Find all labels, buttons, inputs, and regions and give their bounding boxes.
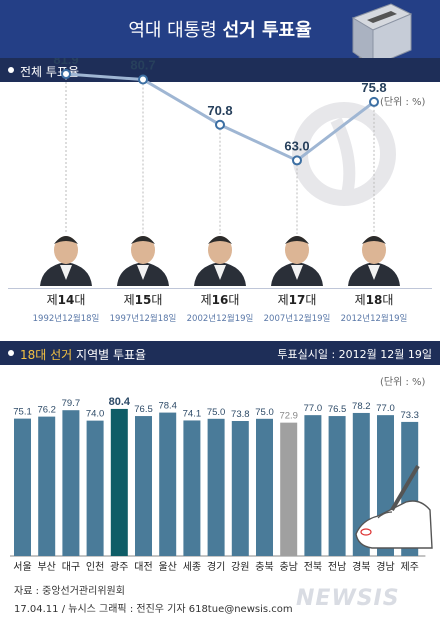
candidate-portrait-icon	[117, 236, 169, 286]
bar-value-label: 77.0	[304, 403, 323, 414]
region-label: 대전	[134, 561, 152, 573]
bar	[86, 420, 104, 556]
data-point	[215, 119, 225, 130]
newsis-logo: NEWSIS	[296, 586, 400, 611]
bar-value-label: 80.4	[109, 396, 131, 408]
bar	[62, 410, 80, 556]
region-label: 광주	[110, 561, 128, 573]
region-label: 경북	[352, 560, 370, 573]
bar	[352, 412, 370, 556]
election-date: 2002년12월19일	[187, 313, 254, 324]
bullet-icon	[8, 67, 14, 73]
bar-value-label: 78.4	[158, 401, 177, 412]
candidate-portrait-icon	[271, 236, 323, 286]
bar	[14, 418, 31, 556]
credit-text: 17.04.11 / 뉴시스 그래픽 : 전진우 기자 618tue@newsi…	[14, 604, 293, 615]
page-title: 역대 대통령 선거 투표율	[0, 16, 440, 42]
bar	[135, 416, 152, 556]
region-label: 제주	[400, 561, 418, 573]
bar	[110, 408, 128, 556]
region-label: 전남	[328, 561, 346, 573]
bar-value-label: 73.8	[231, 409, 250, 420]
data-label: 75.8	[361, 80, 386, 95]
bar-value-label: 75.1	[13, 407, 32, 418]
bar	[280, 422, 298, 556]
title-bold: 선거 투표율	[222, 20, 312, 41]
region-label: 경남	[376, 560, 394, 573]
region-label: 대구	[62, 561, 80, 573]
category-label: 제14대	[47, 293, 86, 307]
bar	[231, 421, 249, 556]
bar-value-label: 74.0	[86, 409, 105, 420]
data-point	[292, 155, 302, 166]
unit-label-national: (단위 : %)	[380, 97, 426, 108]
bar-value-label: 72.9	[279, 411, 298, 422]
section-label-rest: 지역별 투표율	[76, 348, 147, 362]
region-label: 충북	[255, 561, 273, 573]
bar-value-label: 75.0	[207, 407, 226, 418]
bar	[38, 416, 56, 556]
election-date: 2012년12월19일	[341, 313, 408, 324]
region-label: 충남	[279, 561, 297, 573]
bar-value-label: 76.2	[37, 405, 56, 416]
category-label: 제18대	[355, 293, 394, 307]
region-label: 부산	[37, 561, 55, 573]
bar	[183, 420, 201, 556]
region-label: 인천	[86, 561, 104, 573]
region-label: 경기	[207, 560, 225, 573]
category-label: 제15대	[124, 293, 163, 307]
region-label: 세종	[183, 561, 201, 573]
election-date: 1992년12월18일	[33, 313, 100, 324]
region-label: 서울	[13, 561, 31, 573]
election-date: 2007년12월19일	[264, 313, 331, 324]
bullet-icon	[8, 350, 14, 356]
bar	[256, 418, 273, 556]
region-label: 전북	[304, 561, 322, 573]
bar-value-label: 76.5	[134, 404, 153, 415]
bar	[207, 418, 225, 556]
footer: 자료 : 중앙선거관리위원회 17.04.11 / 뉴시스 그래픽 : 전진우 …	[14, 582, 434, 615]
region-label: 울산	[158, 561, 176, 573]
section-bar-national: 전체 투표율	[0, 58, 440, 82]
data-point	[138, 74, 148, 85]
title-main: 역대 대통령	[128, 20, 217, 41]
bar	[159, 412, 177, 556]
category-label: 제16대	[201, 293, 240, 307]
data-point	[369, 96, 379, 107]
bar-value-label: 73.3	[400, 410, 419, 421]
unit-label-regional: (단위 : %)	[380, 377, 426, 388]
bar-value-label: 77.0	[376, 403, 395, 414]
bar-value-label: 75.0	[255, 407, 274, 418]
data-label: 81.9	[53, 58, 78, 67]
divider-line	[8, 288, 432, 289]
hand-pen-icon	[355, 464, 433, 549]
bar	[328, 416, 346, 556]
candidate-portrait-icon	[348, 236, 400, 286]
bar	[304, 415, 322, 556]
section-label-regional: 18대 선거 지역별 투표율	[20, 346, 146, 363]
bar-value-label: 79.7	[62, 398, 81, 409]
bar-value-label: 78.2	[352, 401, 371, 412]
data-label: 70.8	[207, 103, 232, 118]
candidate-portrait-icon	[194, 236, 246, 286]
election-date: 1997년12월18일	[110, 313, 177, 324]
data-point	[61, 69, 71, 80]
section-bar-regional: 18대 선거 지역별 투표율 투표실시일 : 2012월 12월 19일	[0, 341, 440, 365]
election-date-label: 투표실시일 : 2012월 12월 19일	[277, 348, 432, 361]
source-text: 자료 : 중앙선거관리위원회	[14, 586, 125, 597]
data-label: 80.7	[130, 58, 155, 73]
bar-value-label: 74.1	[183, 408, 202, 419]
bar-value-label: 76.5	[328, 404, 347, 415]
candidate-portrait-icon	[40, 236, 92, 286]
section-label-highlight: 18대 선거	[20, 348, 73, 362]
region-label: 강원	[231, 561, 249, 573]
line-chart: 81.9 제14대 1992년12월18일 80.7 제15대 1997년12월18일 70…	[33, 58, 408, 324]
category-label: 제17대	[278, 293, 317, 307]
data-label: 63.0	[284, 138, 309, 153]
